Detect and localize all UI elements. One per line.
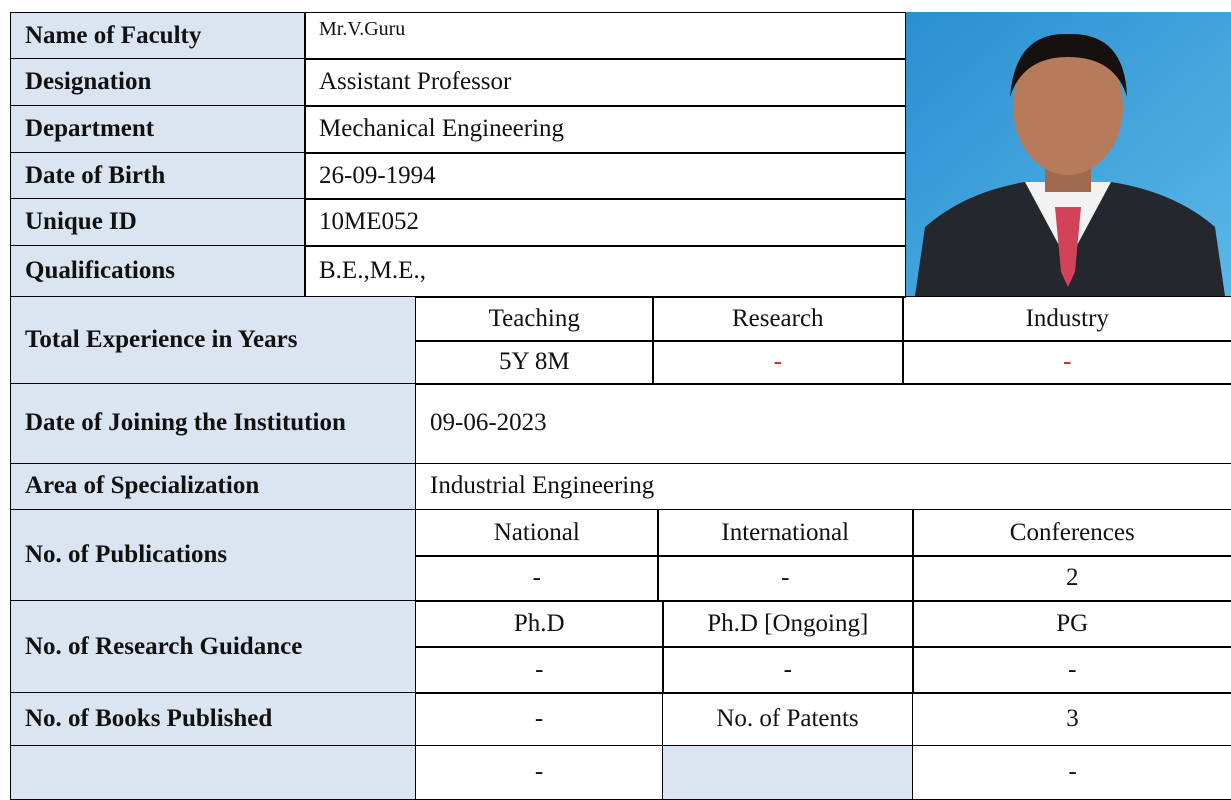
table-cell: - [415, 745, 663, 800]
table-cell: - [657, 555, 914, 602]
empty-cell [10, 745, 416, 800]
empty-cell [662, 745, 913, 800]
table-cell: Area of Specialization [10, 463, 416, 510]
table-cell: - [415, 646, 664, 694]
table-cell: Name of Faculty [10, 12, 306, 60]
table-cell: Mr.V.Guru [304, 12, 906, 60]
table-cell: Department [10, 105, 306, 154]
table-cell: Qualifications [10, 245, 306, 298]
table-cell: - [662, 646, 914, 694]
table-cell: Industry [902, 296, 1231, 342]
table-cell: 3 [912, 692, 1231, 746]
table-cell: Total Experience in Years [10, 296, 416, 385]
table-cell: No. of Publications [10, 509, 416, 602]
table-cell: National [415, 509, 659, 557]
table-cell: 26-09-1994 [304, 152, 906, 200]
table-cell: Teaching [415, 296, 654, 342]
table-cell: 5Y 8M [415, 340, 654, 385]
table-cell: - [415, 692, 663, 746]
table-cell: 10ME052 [304, 198, 906, 247]
table-cell: - [652, 340, 904, 385]
table-cell: No. of Research Guidance [10, 600, 416, 694]
table-cell: - [415, 555, 659, 602]
table-cell: No. of Books Published [10, 692, 416, 746]
table-cell: Industrial Engineering [415, 463, 1231, 510]
table-cell: No. of Patents [662, 692, 913, 746]
table-cell: PG [912, 600, 1231, 648]
table-cell: Mechanical Engineering [304, 105, 906, 154]
table-cell: 2 [912, 555, 1231, 602]
table-cell: - [912, 745, 1231, 800]
table-cell: Research [652, 296, 904, 342]
table-cell: International [657, 509, 914, 557]
table-cell: Ph.D [415, 600, 664, 648]
table-cell: - [902, 340, 1231, 385]
faculty-photo [905, 12, 1231, 296]
table-cell: Date of Joining the Institution [10, 383, 416, 464]
table-cell: Designation [10, 58, 306, 107]
table-cell: Assistant Professor [304, 58, 906, 107]
table-cell: - [912, 646, 1231, 694]
table-cell: Ph.D [Ongoing] [662, 600, 914, 648]
table-cell: Conferences [912, 509, 1231, 557]
table-cell: B.E.,M.E., [304, 245, 906, 298]
table-cell: 09-06-2023 [415, 383, 1231, 464]
table-cell: Date of Birth [10, 152, 306, 200]
table-cell: Unique ID [10, 198, 306, 247]
